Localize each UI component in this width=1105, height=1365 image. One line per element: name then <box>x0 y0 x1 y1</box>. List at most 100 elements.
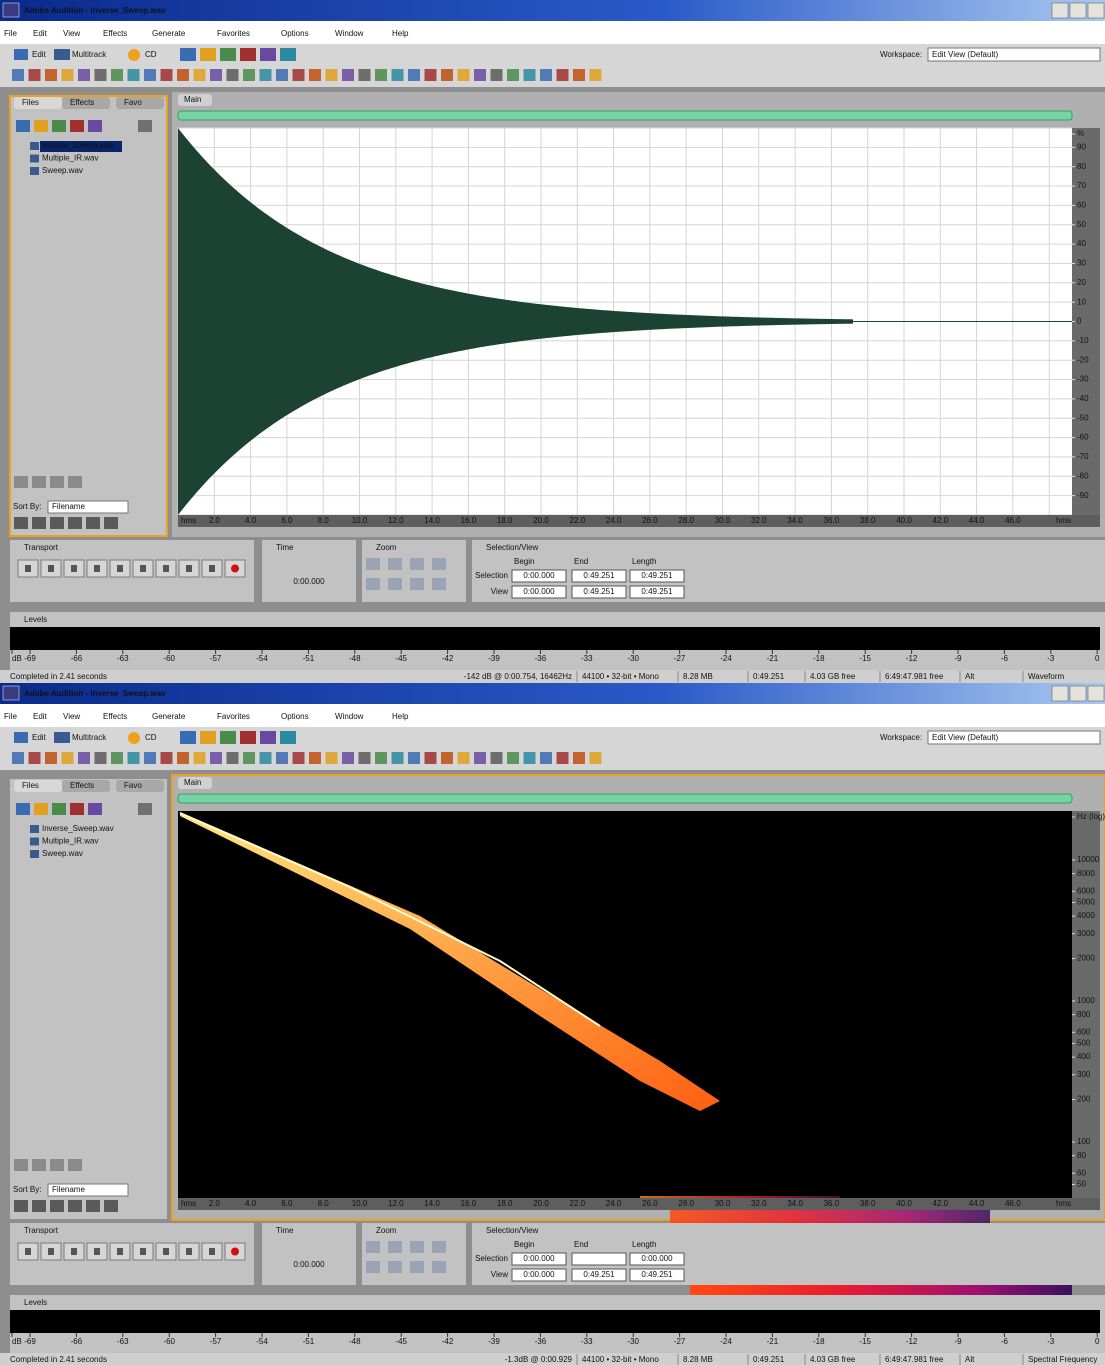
panel-tab-label[interactable]: Time <box>276 1226 294 1235</box>
panel-icon[interactable] <box>68 476 82 488</box>
panel-tab-label[interactable]: Files <box>22 98 39 107</box>
main-tab-label[interactable]: Main <box>184 778 201 787</box>
zoom-button[interactable] <box>366 578 380 590</box>
panel-icon[interactable] <box>68 1200 82 1212</box>
maximize-button[interactable] <box>1069 685 1087 702</box>
tool-icon[interactable] <box>540 752 552 764</box>
tool-icon[interactable] <box>424 69 437 81</box>
menu-item[interactable]: Options <box>281 29 309 38</box>
minimize-button[interactable] <box>1051 685 1069 702</box>
tool-icon[interactable] <box>523 69 536 81</box>
zoom-button[interactable] <box>388 578 402 590</box>
panel-icon[interactable] <box>86 1200 100 1212</box>
tool-icon[interactable] <box>127 69 140 81</box>
panel-tab-label[interactable]: Zoom <box>376 1226 397 1235</box>
panel-tab-label[interactable]: Levels <box>24 1298 47 1307</box>
tool-icon[interactable] <box>540 69 552 81</box>
tool-icon[interactable] <box>144 752 156 764</box>
tool-icon[interactable] <box>408 69 420 81</box>
tool-icon[interactable] <box>573 752 585 764</box>
tool-icon[interactable] <box>474 69 486 81</box>
panel-icon[interactable] <box>32 476 46 488</box>
cd-button[interactable]: CD <box>145 50 157 59</box>
tool-icon[interactable] <box>292 69 305 81</box>
tool-icon[interactable] <box>474 752 486 764</box>
tool-icon[interactable] <box>490 752 503 764</box>
tool-icon[interactable] <box>457 752 470 764</box>
tool-icon[interactable] <box>424 752 437 764</box>
tool-icon[interactable] <box>556 69 569 81</box>
panel-icon[interactable] <box>32 1200 46 1212</box>
menu-item[interactable]: Window <box>335 29 364 38</box>
zoom-button[interactable] <box>366 1261 380 1273</box>
tool-icon[interactable] <box>160 752 173 764</box>
tool-icon[interactable] <box>243 752 255 764</box>
tool-icon[interactable] <box>12 69 24 81</box>
tool-icon[interactable] <box>111 69 123 81</box>
panel-icon[interactable] <box>32 1159 46 1171</box>
file-name[interactable]: Sweep.wav <box>42 166 83 175</box>
panel-icon[interactable] <box>68 1159 82 1171</box>
close-button[interactable] <box>1087 2 1105 19</box>
menu-item[interactable]: Edit <box>33 712 48 721</box>
tool-icon[interactable] <box>259 69 272 81</box>
file-name[interactable]: Inverse_Sweep.wav <box>42 141 114 150</box>
menu-item[interactable]: Favorites <box>217 29 250 38</box>
panel-icon[interactable] <box>14 517 28 529</box>
tool-icon[interactable] <box>441 69 453 81</box>
tool-icon[interactable] <box>94 752 107 764</box>
tool-icon[interactable] <box>94 69 107 81</box>
workspace-dropdown[interactable] <box>927 730 1101 745</box>
tool-icon[interactable] <box>342 69 354 81</box>
time-field[interactable] <box>511 585 567 599</box>
tool-icon[interactable] <box>325 69 338 81</box>
tool-icon[interactable] <box>490 69 503 81</box>
tool-icon[interactable] <box>144 69 156 81</box>
menu-item[interactable]: Effects <box>103 712 127 721</box>
zoom-button[interactable] <box>366 558 380 570</box>
tool-icon[interactable] <box>259 752 272 764</box>
menu-item[interactable]: Options <box>281 712 309 721</box>
panel-tab-label[interactable]: Transport <box>24 1226 59 1235</box>
time-field[interactable] <box>629 1252 685 1266</box>
multitrack-button[interactable]: Multitrack <box>72 50 107 59</box>
menu-item[interactable]: Window <box>335 712 364 721</box>
zoom-button[interactable] <box>432 1241 446 1253</box>
tool-icon[interactable] <box>127 752 140 764</box>
panel-tab-label[interactable]: Effects <box>70 781 94 790</box>
panel-tab-label[interactable]: Levels <box>24 615 47 624</box>
panel-tab-label[interactable]: Effects <box>70 98 94 107</box>
tool-icon[interactable] <box>61 752 74 764</box>
file-name[interactable]: Inverse_Sweep.wav <box>42 824 114 833</box>
tool-icon[interactable] <box>177 752 189 764</box>
panel-tab-label[interactable]: Time <box>276 543 294 552</box>
time-field[interactable] <box>629 585 685 599</box>
tool-icon[interactable] <box>193 69 206 81</box>
maximize-button[interactable] <box>1069 2 1087 19</box>
zoom-button[interactable] <box>410 1241 424 1253</box>
time-field[interactable] <box>571 1252 627 1266</box>
file-name[interactable]: Multiple_IR.wav <box>42 154 98 163</box>
tool-icon[interactable] <box>292 752 305 764</box>
tool-icon[interactable] <box>177 69 189 81</box>
tool-icon[interactable] <box>573 69 585 81</box>
zoom-button[interactable] <box>432 578 446 590</box>
panel-icon[interactable] <box>50 517 64 529</box>
minimize-button[interactable] <box>1051 2 1069 19</box>
menu-item[interactable]: Effects <box>103 29 127 38</box>
tool-icon[interactable] <box>408 752 420 764</box>
sort-dropdown[interactable] <box>47 1183 129 1197</box>
tool-icon[interactable] <box>589 752 602 764</box>
panel-icon[interactable] <box>14 476 28 488</box>
tool-icon[interactable] <box>45 752 57 764</box>
main-tab-label[interactable]: Main <box>184 95 201 104</box>
tool-icon[interactable] <box>243 69 255 81</box>
tool-icon[interactable] <box>342 752 354 764</box>
edit-button[interactable]: Edit <box>32 50 47 59</box>
tool-icon[interactable] <box>78 752 90 764</box>
menu-item[interactable]: Generate <box>152 29 186 38</box>
panel-tab-label[interactable]: Favo <box>124 98 142 107</box>
tool-icon[interactable] <box>78 69 90 81</box>
tool-icon[interactable] <box>391 69 404 81</box>
tool-icon[interactable] <box>210 69 222 81</box>
